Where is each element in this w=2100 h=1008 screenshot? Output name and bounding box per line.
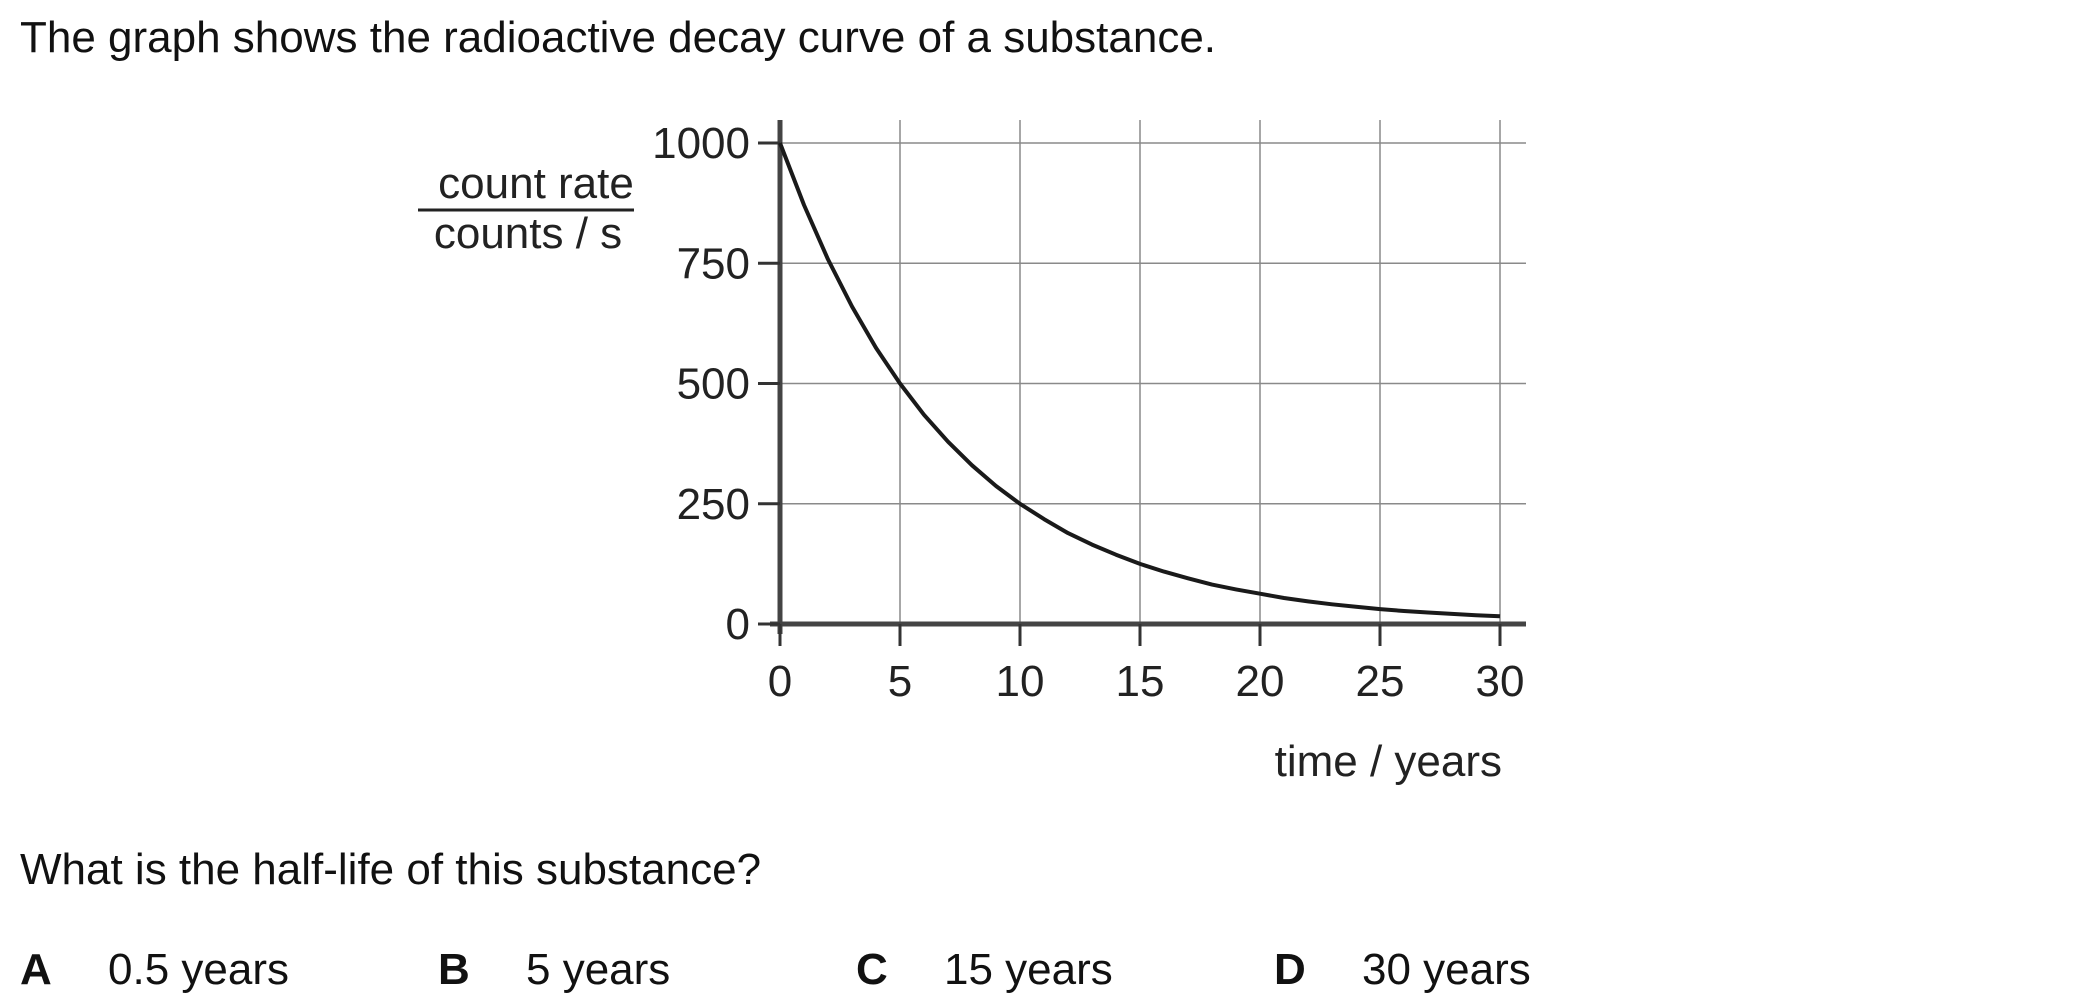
chart-axes [770,120,1526,634]
option-a-text: 0.5 years [108,945,289,994]
option-c-text: 15 years [944,945,1113,994]
option-b-letter: B [438,945,470,994]
y-axis-label-group: count rate counts / s [418,159,634,258]
x-tick-label-20: 20 [1236,657,1285,706]
y-tick-label-750: 750 [677,239,750,288]
option-d-text: 30 years [1362,945,1531,994]
chart-grid [780,120,1526,624]
decay-curve [778,142,1501,619]
option-d-letter: D [1274,945,1306,994]
question-text: What is the half-life of this substance? [20,845,762,894]
y-axis-label-bottom: counts / s [434,209,622,258]
option-a-letter: A [20,945,52,994]
y-tick-label-500: 500 [677,360,750,409]
x-tick-label-0: 0 [768,657,792,706]
x-axis-label: time / years [1275,737,1502,786]
x-tick-label-5: 5 [888,657,912,706]
option-b-text: 5 years [526,945,671,994]
decay-chart: 0 5 10 15 20 25 30 0 250 500 750 1000 count rate co… [418,119,1526,786]
x-tick-label-30: 30 [1476,657,1525,706]
y-axis-label-top: count rate [438,159,634,208]
intro-text: The graph shows the radioactive decay cu… [20,13,1217,62]
x-tick-label-25: 25 [1356,657,1405,706]
y-tick-label-0: 0 [726,600,750,649]
x-tick-label-10: 10 [996,657,1045,706]
chart-tick-labels: 0 5 10 15 20 25 30 0 250 500 750 1000 [652,119,1524,706]
y-tick-label-1000: 1000 [652,119,750,168]
chart-ticks [758,141,1502,646]
x-tick-label-15: 15 [1116,657,1165,706]
option-c-letter: C [856,945,888,994]
y-tick-label-250: 250 [677,480,750,529]
